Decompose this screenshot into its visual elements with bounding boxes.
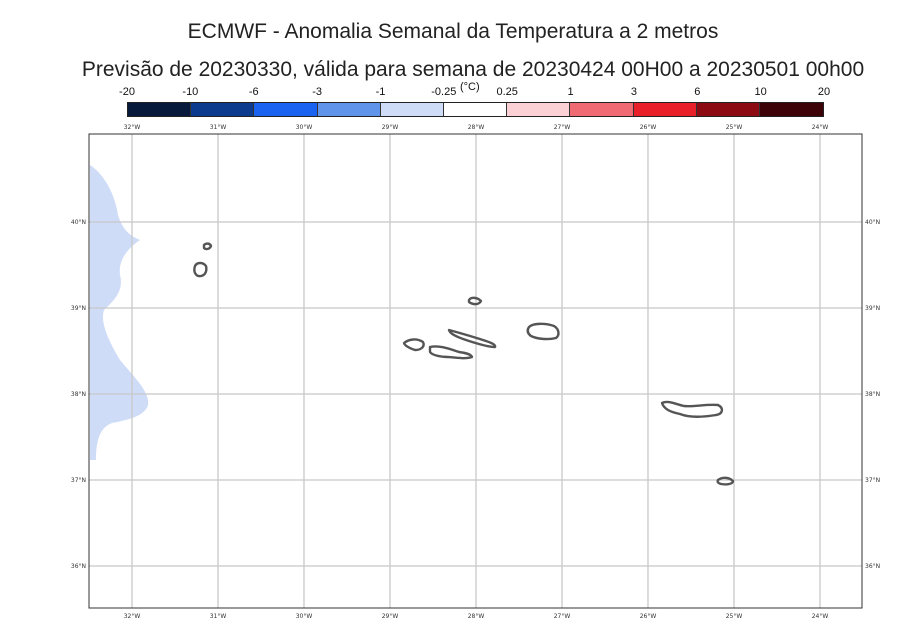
anomaly-region — [90, 165, 149, 460]
colorbar-segment — [380, 103, 444, 116]
lon-tick-bottom: 29°W — [382, 613, 399, 620]
lon-tick-top: 25°W — [726, 124, 743, 131]
colorbar-label: 20 — [817, 86, 831, 98]
lon-tick-bottom: 32°W — [124, 613, 141, 620]
colorbar — [127, 102, 824, 117]
lon-tick-top: 27°W — [554, 124, 571, 131]
colorbar-label: -20 — [119, 86, 135, 98]
colorbar-segment — [507, 103, 571, 116]
lat-tick-right: 37°N — [865, 477, 880, 484]
island-corvo — [202, 242, 213, 251]
colorbar-label: -6 — [248, 86, 259, 98]
lon-tick-bottom: 25°W — [726, 613, 743, 620]
colorbar-segment — [254, 103, 318, 116]
lon-tick-top: 30°W — [296, 124, 313, 131]
lon-tick-top: 29°W — [382, 124, 399, 131]
lon-tick-top: 28°W — [468, 124, 485, 131]
lat-tick-left: 37°N — [71, 477, 86, 484]
coastlines — [193, 242, 735, 486]
colorbar-label: 6 — [694, 86, 701, 98]
colorbar-label: 3 — [630, 86, 637, 98]
colorbar-label: -1 — [375, 86, 386, 98]
colorbar-segment — [317, 103, 381, 116]
island-flores — [193, 261, 208, 278]
chart-title: ECMWF - Anomalia Semanal da Temperatura … — [187, 20, 719, 43]
lat-tick-right: 40°N — [865, 219, 880, 226]
lon-tick-bottom: 31°W — [210, 613, 227, 620]
colorbar-segment — [759, 103, 824, 116]
lat-tick-left: 39°N — [71, 305, 86, 312]
island-pico — [428, 345, 474, 360]
lon-tick-bottom: 24°W — [812, 613, 829, 620]
lon-tick-top: 26°W — [640, 124, 657, 131]
colorbar-label: 0.25 — [496, 86, 518, 98]
lon-tick-top: 31°W — [210, 124, 227, 131]
colorbar-segment — [633, 103, 697, 116]
island-terceira — [526, 322, 560, 341]
lat-tick-right: 38°N — [865, 391, 880, 398]
colorbar-label: -3 — [312, 86, 322, 98]
lon-tick-bottom: 26°W — [640, 613, 657, 620]
colorbar-label: 1 — [567, 86, 574, 98]
colorbar-segment — [128, 103, 192, 116]
colorbar-unit: (°C) — [460, 81, 480, 93]
map-frame — [88, 133, 863, 609]
lat-tick-right: 36°N — [865, 563, 880, 570]
island-faial — [402, 338, 425, 352]
axis-tick-labels: 32°W 32°W 31°W 31°W 30°W 30°W 29°W 29°W 28°W 28°W… — [71, 124, 880, 620]
island-santa-maria — [716, 476, 735, 486]
island-sao-jorge — [447, 328, 497, 349]
lat-tick-left: 36°N — [71, 563, 86, 570]
lat-tick-right: 39°N — [865, 305, 880, 312]
colorbar-label: -0.25 — [431, 86, 457, 98]
lat-tick-left: 40°N — [71, 219, 86, 226]
graticule — [89, 134, 862, 608]
colorbar-segment — [696, 103, 760, 116]
island-sao-miguel — [660, 400, 724, 418]
colorbar-label: 10 — [754, 86, 767, 98]
lat-tick-left: 38°N — [71, 391, 86, 398]
lon-tick-bottom: 27°W — [554, 613, 571, 620]
chart-subtitle: Previsão de 20230330, válida para semana… — [81, 58, 865, 81]
lon-tick-top: 24°W — [812, 124, 829, 131]
colorbar-segment — [443, 103, 508, 116]
colorbar-segment — [570, 103, 634, 116]
lon-tick-bottom: 30°W — [296, 613, 313, 620]
colorbar-segment — [191, 103, 255, 116]
colorbar-label: -10 — [182, 86, 199, 98]
lon-tick-bottom: 28°W — [468, 613, 485, 620]
lon-tick-top: 32°W — [124, 124, 141, 131]
island-graciosa — [467, 296, 483, 306]
